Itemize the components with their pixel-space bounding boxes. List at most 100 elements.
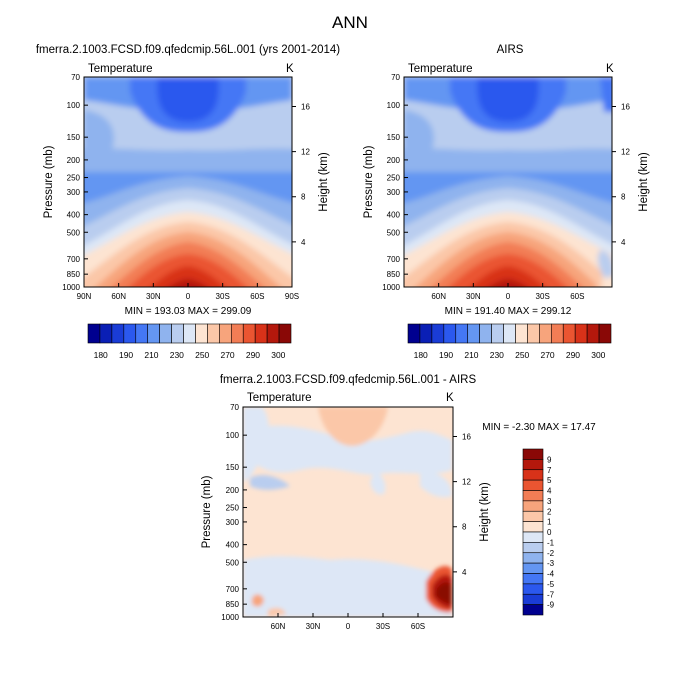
panel-diff-y2tick-label: 4 [462,568,467,577]
panel-model-colorbar-swatch [278,323,292,344]
panel-airs-colorbar-label: 270 [540,350,554,360]
panel-model-colorbar-swatch [219,323,232,344]
panel-diff: fmerra.2.1003.FCSD.f09.qfedcmip.56L.001 … [201,374,596,631]
panel-model-xaxis: 90N 60N 30N 0 30S 60S 90S [77,283,299,301]
panel-model-xtick-label: 60N [111,292,126,301]
panel-airs-colorbar-swatch [467,323,480,344]
panel-diff-y2label: Height (km) [479,482,491,542]
panel-airs-xaxis: 60N 30N 0 30S 60S [431,283,584,301]
panel-diff-ytick-label: 100 [226,431,240,440]
panel-model-y2axis: 16 12 8 4 [292,102,310,247]
panel-diff-ylabel: Pressure (mb) [201,475,213,548]
panel-diff-y2tick-label: 12 [462,478,471,487]
panel-diff-xtick-label: 60N [271,622,286,631]
panel-diff-stats: MIN = -2.30 MAX = 17.47 [482,422,596,433]
panel-model-xtick-label: 30S [216,292,230,301]
panel-airs-colorbar: 180 190 210 230 250 270 290 300 [407,323,612,360]
panel-diff-colorbar-swatch [522,562,544,574]
panel-airs-ytick-label: 250 [387,174,401,183]
panel-diff-colorbar-label: 2 [547,507,552,516]
panel-airs-colorbar-swatch [479,323,492,344]
panel-airs-colorbar-swatch [539,323,552,344]
page-title: ANN [332,13,368,32]
panel-diff-colorbar-label: -9 [547,601,555,610]
panel-model-ytick-label: 1000 [62,283,80,292]
panel-model: fmerra.2.1003.FCSD.f09.qfedcmip.56L.001 … [36,44,340,360]
panel-diff-colorbar-swatch [522,531,544,543]
panel-model-ytick-label: 400 [67,211,81,220]
panel-airs-xtick-label: 30S [536,292,550,301]
panel-model-colorbar-swatch [99,323,113,344]
panel-airs-xtick-label: 0 [506,292,511,301]
panel-airs-colorbar-swatch [574,323,588,344]
panel-airs-stats: MIN = 191.40 MAX = 299.12 [445,306,572,317]
panel-diff-ytick-label: 300 [226,518,240,527]
panel-diff-colorbar-swatch [522,469,544,481]
panel-model-colorbar-swatch [195,323,208,344]
panel-model-variable: Temperature [88,63,153,75]
panel-model-colorbar-swatch [254,323,268,344]
panel-model-colorbar-swatch [207,323,220,344]
panel-airs-y2axis: 16 12 8 4 [612,102,630,247]
panel-diff-ytick-label: 150 [226,463,240,472]
panel-model-colorbar-swatch [171,323,184,344]
panel-model-y2tick-label: 12 [301,148,310,157]
panel-diff-ytick-label: 400 [226,541,240,550]
panel-model-colorbar-swatch [230,323,244,344]
panel-airs-title: AIRS [497,44,524,56]
panel-model-ytick-label: 500 [67,228,81,237]
panel-diff-xtick-label: 30N [306,622,321,631]
panel-airs-yaxis: 70 100 150 200 250 300 400 500 700 850 1000 [382,73,408,292]
panel-diff-colorbar-label: 3 [547,497,552,506]
panel-model-contours [84,77,292,287]
panel-airs-y2tick-label: 16 [621,102,630,111]
panel-airs-colorbar-swatch [455,323,469,344]
panel-diff-colorbar-swatch [522,573,544,585]
panel-model-yaxis: 70 100 150 200 250 300 400 500 700 850 1000 [62,73,88,292]
panel-model-colorbar-label: 180 [94,350,108,360]
panel-model-colorbar-label: 250 [195,350,209,360]
panel-diff-y2axis: 16 12 8 4 [453,432,471,577]
panel-airs-colorbar-label: 300 [591,350,605,360]
panel-airs-y2tick-label: 4 [621,238,626,247]
panel-diff-xaxis: 60N 30N 0 30S 60S [271,613,425,631]
panel-diff-ytick-label: 1000 [221,613,239,622]
panel-diff-ytick-label: 70 [230,403,239,412]
panel-model-xtick-label: 90S [285,292,299,301]
panel-model-colorbar: 180 190 210 230 250 270 290 300 [87,323,292,360]
panel-model-y2label: Height (km) [318,152,330,212]
panel-diff-colorbar-label: -7 [547,590,555,599]
panel-diff-colorbar-label: 9 [547,455,552,464]
panel-model-xtick-label: 90N [77,292,92,301]
panel-diff-colorbar-swatch [522,593,544,605]
panel-diff-colorbar-label: 1 [547,518,552,527]
panel-airs-colorbar-swatch [527,323,540,344]
panel-diff-ytick-label: 250 [226,504,240,513]
panel-airs-ytick-label: 70 [391,73,400,82]
panel-diff-colorbar-swatch [522,583,544,595]
panel-airs-ytick-label: 400 [387,211,401,220]
panel-diff-colorbar-swatch [522,448,544,460]
panel-model-units: K [286,63,294,75]
panel-airs-xtick-label: 60N [431,292,446,301]
panel-model-colorbar-swatch [123,323,137,344]
panel-model-colorbar-swatch [111,323,125,344]
panel-model-ytick-label: 700 [67,255,81,264]
panel-model-colorbar-swatch [266,323,280,344]
panel-airs-colorbar-swatch [503,323,516,344]
panel-model-xtick-label: 30N [146,292,161,301]
panel-model-colorbar-swatch [183,323,196,344]
panel-diff-ytick-label: 200 [226,486,240,495]
panel-airs-ytick-label: 100 [387,101,401,110]
panel-model-colorbar-swatch [135,323,149,344]
panel-model-colorbar-label: 210 [144,350,158,360]
panel-diff-yaxis: 70 100 150 200 250 300 400 500 700 850 1000 [221,403,247,622]
panel-airs-colorbar-swatch [491,323,504,344]
panel-diff-colorbar-swatch [522,542,544,554]
panel-diff-colorbar-swatch [522,459,544,471]
panel-model-y2tick-label: 8 [301,193,306,202]
panel-airs-colorbar-label: 180 [414,350,428,360]
panel-diff-colorbar-label: 5 [547,476,552,485]
panel-airs: AIRS Temperature K [363,44,650,360]
